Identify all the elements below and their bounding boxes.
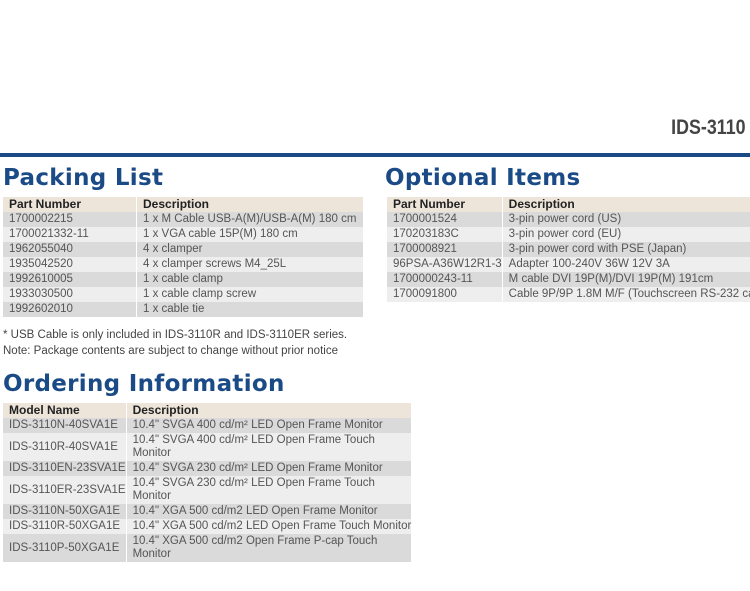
- cell-id: IDS-3110N-40SVA1E: [3, 418, 127, 433]
- table-row: IDS-3110R-50XGA1E 10.4" XGA 500 cd/m2 LED…: [3, 519, 412, 534]
- column-header: Model Name: [3, 403, 127, 418]
- table-header: Part Number Description: [387, 197, 750, 212]
- table-row: 1700091800 Cable 9P/9P 1.8M M/F (Touchscr…: [387, 287, 750, 302]
- cell-description: 1 x cable tie: [136, 302, 363, 317]
- table-row: 96PSA-A36W12R1-3 Adapter 100-240V 36W 12V…: [387, 257, 750, 272]
- table-row: 1700008921 3-pin power cord with PSE (Jap…: [387, 242, 750, 257]
- cell-description: 10.4" XGA 500 cd/m2 Open Frame P-cap Tou…: [126, 534, 412, 562]
- cell-id: IDS-3110N-50XGA1E: [3, 504, 127, 519]
- cell-description: 3-pin power cord (US): [502, 212, 750, 227]
- table-row: IDS-3110R-40SVA1E 10.4" SVGA 400 cd/m² LE…: [3, 433, 412, 461]
- column-header: Description: [126, 403, 412, 418]
- column-header: Part Number: [3, 197, 137, 212]
- table-row: 1935042520 4 x clamper screws M4_25L: [3, 257, 363, 272]
- table-row: 1933030500 1 x cable clamp screw: [3, 287, 363, 302]
- cell-id: IDS-3110R-40SVA1E: [3, 433, 127, 461]
- cell-id: 96PSA-A36W12R1-3: [387, 257, 503, 272]
- cell-description: 10.4" SVGA 400 cd/m² LED Open Frame Touc…: [126, 433, 412, 461]
- optional-items-heading: Optional Items: [385, 165, 581, 191]
- cell-id: 1700008921: [387, 242, 503, 257]
- cell-description: 1 x cable clamp screw: [136, 287, 363, 302]
- table-row: 1962055040 4 x clamper: [3, 242, 363, 257]
- table-header: Model Name Description: [3, 403, 412, 418]
- table-row: IDS-3110EN-23SVA1E 10.4" SVGA 230 cd/m² L…: [3, 461, 412, 476]
- cell-id: 1700000243-11: [387, 272, 503, 287]
- ordering-info-heading: Ordering Information: [3, 371, 285, 397]
- cell-description: 1 x M Cable USB-A(M)/USB-A(M) 180 cm: [136, 212, 363, 227]
- cell-id: 1700002215: [3, 212, 137, 227]
- table-row: 170203183C 3-pin power cord (EU): [387, 227, 750, 242]
- cell-description: 3-pin power cord (EU): [502, 227, 750, 242]
- cell-description: Cable 9P/9P 1.8M M/F (Touchscreen RS-232…: [502, 287, 750, 302]
- table-row: 1992602010 1 x cable tie: [3, 302, 363, 317]
- cell-description: 10.4" XGA 500 cd/m2 LED Open Frame Monit…: [126, 504, 412, 519]
- cell-id: 1935042520: [3, 257, 137, 272]
- column-header: Description: [502, 197, 750, 212]
- table-row: 1992610005 1 x cable clamp: [3, 272, 363, 287]
- table-row: 1700001524 3-pin power cord (US): [387, 212, 750, 227]
- cell-id: 1700091800: [387, 287, 503, 302]
- cell-description: 4 x clamper screws M4_25L: [136, 257, 363, 272]
- ordering-info-table: Model Name Description IDS-3110N-40SVA1E 10…: [3, 403, 412, 562]
- cell-id: 1700021332-11: [3, 227, 137, 242]
- table-header: Part Number Description: [3, 197, 363, 212]
- cell-description: 10.4" SVGA 230 cd/m² LED Open Frame Touc…: [126, 476, 412, 504]
- cell-id: 1700001524: [387, 212, 503, 227]
- table-row: IDS-3110P-50XGA1E 10.4" XGA 500 cd/m2 Ope…: [3, 534, 412, 562]
- cell-description: Adapter 100-240V 36W 12V 3A: [502, 257, 750, 272]
- table-row: IDS-3110ER-23SVA1E 10.4" SVGA 230 cd/m² L…: [3, 476, 412, 504]
- package-note: Note: Package contents are subject to ch…: [3, 345, 338, 357]
- cell-id: 1933030500: [3, 287, 137, 302]
- cell-id: IDS-3110EN-23SVA1E: [3, 461, 127, 476]
- column-header: Description: [136, 197, 363, 212]
- cell-description: 3-pin power cord with PSE (Japan): [502, 242, 750, 257]
- usb-note: * USB Cable is only included in IDS-3110…: [3, 329, 348, 341]
- cell-description: 10.4" SVGA 400 cd/m² LED Open Frame Moni…: [126, 418, 412, 433]
- cell-id: IDS-3110P-50XGA1E: [3, 534, 127, 562]
- cell-description: 1 x cable clamp: [136, 272, 363, 287]
- cell-description: 10.4" SVGA 230 cd/m² LED Open Frame Moni…: [126, 461, 412, 476]
- packing-list-table: Part Number Description 1700002215 1 x M Ca…: [3, 197, 363, 317]
- cell-id: IDS-3110R-50XGA1E: [3, 519, 127, 534]
- cell-id: 1992602010: [3, 302, 137, 317]
- table-row: 1700000243-11 M cable DVI 19P(M)/DVI 19P…: [387, 272, 750, 287]
- product-title: IDS-3110: [671, 116, 746, 139]
- table-row: IDS-3110N-50XGA1E 10.4" XGA 500 cd/m2 LED…: [3, 504, 412, 519]
- cell-description: 10.4" XGA 500 cd/m2 LED Open Frame Touch…: [126, 519, 412, 534]
- cell-id: 1992610005: [3, 272, 137, 287]
- table-row: 1700021332-11 1 x VGA cable 15P(M) 180 cm: [3, 227, 363, 242]
- cell-description: 1 x VGA cable 15P(M) 180 cm: [136, 227, 363, 242]
- cell-id: 170203183C: [387, 227, 503, 242]
- packing-list-heading: Packing List: [3, 165, 164, 191]
- cell-id: IDS-3110ER-23SVA1E: [3, 476, 127, 504]
- cell-description: 4 x clamper: [136, 242, 363, 257]
- table-row: IDS-3110N-40SVA1E 10.4" SVGA 400 cd/m² LE…: [3, 418, 412, 433]
- table-row: 1700002215 1 x M Cable USB-A(M)/USB-A(M) …: [3, 212, 363, 227]
- header-rule: [0, 153, 750, 157]
- cell-id: 1962055040: [3, 242, 137, 257]
- column-header: Part Number: [387, 197, 503, 212]
- optional-items-table: Part Number Description 1700001524 3-pin po…: [387, 197, 750, 302]
- cell-description: M cable DVI 19P(M)/DVI 19P(M) 191cm: [502, 272, 750, 287]
